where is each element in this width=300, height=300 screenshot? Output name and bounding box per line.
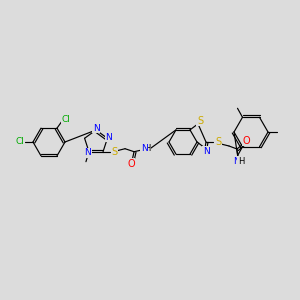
Text: N: N (202, 146, 209, 155)
Text: N: N (105, 133, 112, 142)
Text: N: N (141, 144, 147, 153)
Text: O: O (127, 159, 135, 169)
Text: S: S (197, 116, 203, 126)
Text: H: H (144, 144, 150, 153)
Text: O: O (242, 136, 250, 146)
Text: H: H (238, 158, 244, 166)
Text: N: N (93, 124, 99, 133)
Text: S: S (111, 147, 117, 157)
Text: N: N (232, 157, 239, 166)
Text: Cl: Cl (61, 115, 70, 124)
Text: N: N (85, 148, 91, 157)
Text: Cl: Cl (16, 137, 24, 146)
Text: S: S (215, 137, 221, 147)
